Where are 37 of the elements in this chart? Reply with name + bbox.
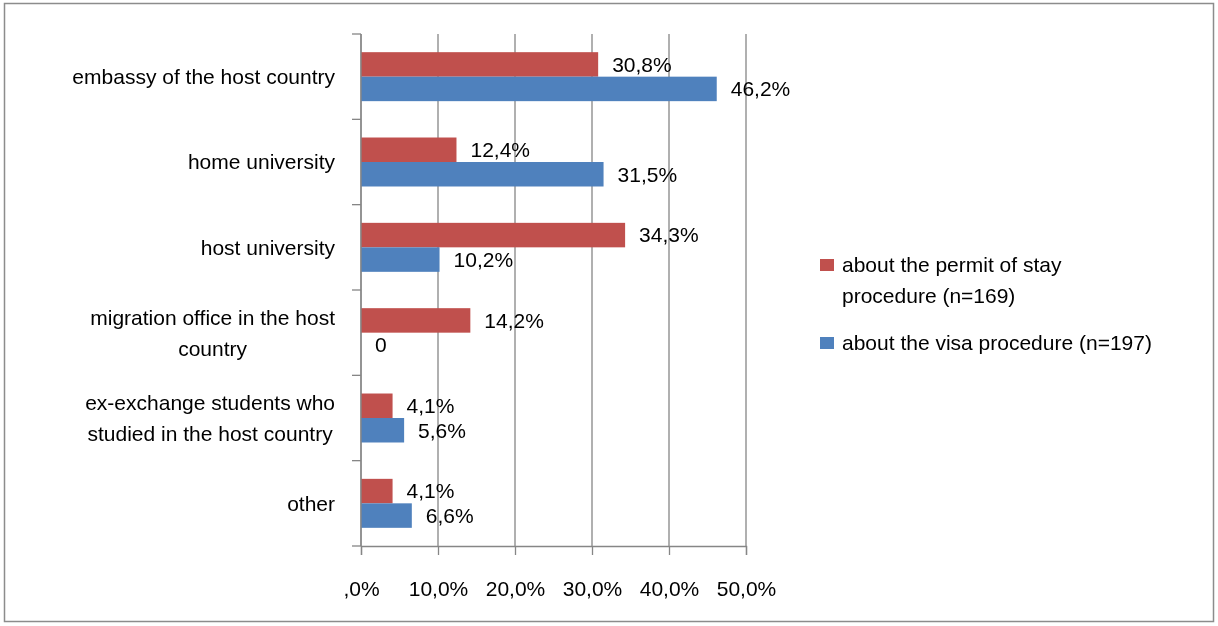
data-label: 14,2% (484, 308, 544, 332)
bar (361, 162, 604, 187)
data-label: 10,2% (453, 247, 514, 271)
data-label: 30,8% (612, 52, 672, 76)
data-label: 4,1% (406, 479, 455, 503)
legend-label: about the permit of stay procedure (n=169) (842, 253, 1062, 308)
bar (361, 393, 393, 418)
x-tick-label: ,0% (343, 576, 380, 600)
y-tick-label: other (287, 491, 335, 515)
bar (361, 137, 457, 162)
bar (361, 247, 440, 272)
y-tick-label: migration office in the host country (90, 305, 336, 360)
data-label: 12,4% (470, 138, 531, 162)
bar (361, 478, 393, 504)
bar (361, 52, 599, 77)
x-tick-label: 20,0% (485, 576, 546, 600)
x-tick-label: 40,0% (639, 576, 700, 600)
data-label: 31,5% (617, 162, 678, 186)
data-label: 5,6% (418, 418, 466, 442)
data-label: 6,6% (425, 503, 474, 527)
x-tick-label: 50,0% (716, 576, 777, 600)
y-tick-label: ex-exchange students who studied in the host country (85, 390, 335, 445)
bar (361, 222, 626, 248)
y-tick-label: home university (187, 150, 336, 174)
bar (361, 76, 717, 102)
x-tick-label: 30,0% (562, 576, 623, 600)
y-tick-label: host university (200, 235, 336, 259)
bar (361, 503, 412, 528)
data-label: 4,1% (406, 394, 455, 418)
legend-label: about the visa procedure (n=197) (842, 331, 1152, 355)
bar (361, 308, 471, 333)
x-tick-label: 10,0% (408, 576, 469, 600)
y-tick-label: embassy of the host country (72, 65, 336, 89)
data-label: 0 (375, 333, 387, 357)
bar (361, 418, 405, 443)
data-label: 46,2% (730, 77, 791, 101)
data-label: 34,3% (639, 223, 699, 247)
